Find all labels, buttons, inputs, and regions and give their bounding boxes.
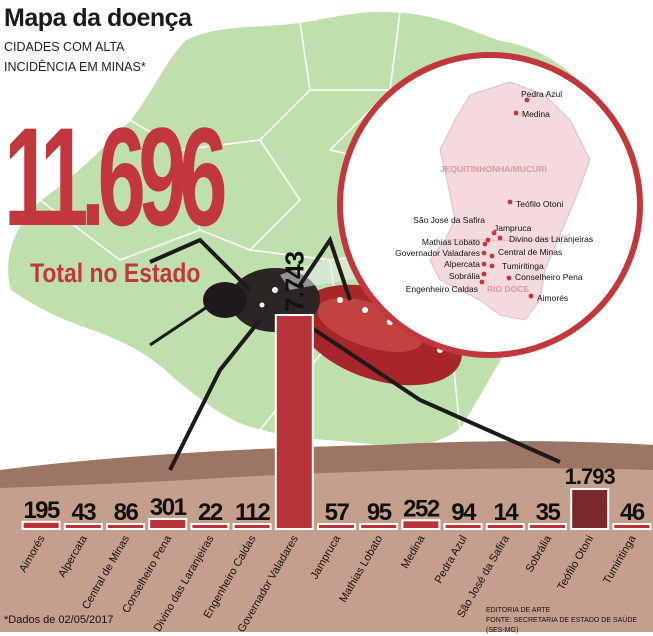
value-label: 43: [71, 499, 96, 526]
value-label: 7.743: [279, 251, 309, 312]
value-label: 94: [451, 499, 477, 526]
page-subtitle: CIDADES COM ALTA INCIDÊNCIA EM MINAS*: [4, 37, 174, 77]
value-label: 95: [367, 499, 392, 526]
city-dot: [485, 237, 491, 243]
city-dot: [481, 271, 487, 277]
subtitle-line-1: CIDADES COM ALTA: [4, 40, 125, 54]
bar: [445, 525, 481, 528]
inset-region-border: [444, 234, 571, 242]
city-dot: [481, 250, 487, 256]
city-label: Tumiritinga: [502, 261, 544, 271]
city-dot: [479, 279, 485, 285]
bar: [108, 525, 143, 528]
bar: [276, 316, 312, 528]
city-dot: [513, 110, 519, 116]
credit-line-2: FONTE: SECRETARIA DE ESTADO DE SAÚDE (SE…: [486, 617, 638, 634]
data-date-note: *Dados de 02/05/2017: [4, 614, 114, 626]
total-value: 11.696: [4, 98, 228, 255]
city-dot: [489, 253, 495, 259]
bar: [65, 525, 101, 528]
city-label: Jampruca: [494, 223, 532, 233]
mosquito-head: [203, 282, 247, 318]
bar: [319, 525, 354, 528]
city-label: Aimorés: [537, 293, 568, 303]
value-label: 86: [114, 499, 139, 526]
page-title: Mapa da doença: [4, 4, 192, 32]
subtitle-line-2: INCIDÊNCIA EM MINAS*: [4, 60, 146, 74]
city-dot: [489, 263, 495, 269]
value-label: 1.793: [565, 464, 616, 489]
city-label: Medina: [522, 109, 550, 119]
value-label: 14: [493, 499, 519, 526]
city-dot: [481, 261, 487, 267]
source-credit: EDITORIA DE ARTE FONTE: SECRETARIA DE ES…: [486, 606, 653, 636]
value-label: 301: [150, 494, 187, 521]
bar: [614, 525, 650, 528]
skin-shadow: [0, 441, 653, 488]
value-label: 46: [620, 499, 645, 526]
city-dot: [482, 241, 488, 247]
region-label-rio-doce: RIO DOCE: [487, 284, 529, 294]
bar: [192, 525, 228, 528]
city-label: Conselheiro Pena: [515, 272, 583, 282]
city-label: São José da Safira: [413, 215, 485, 225]
city-dot: [524, 97, 530, 103]
bar: [572, 490, 608, 528]
value-label: 22: [198, 499, 223, 526]
value-label: 35: [536, 499, 561, 526]
city-label: Engenheiro Caldas: [406, 284, 478, 294]
value-label: 112: [235, 499, 270, 526]
bar: [150, 520, 186, 528]
city-label: Mathias Lobato: [422, 237, 480, 247]
city-label: Sobrália: [449, 271, 480, 281]
bar: [403, 521, 439, 528]
bar: [23, 522, 59, 528]
inset-city-dots: [479, 97, 534, 299]
city-dot: [507, 199, 513, 205]
value-label: 195: [23, 497, 60, 524]
bar: [530, 525, 565, 528]
total-label: Total no Estado: [30, 258, 201, 288]
city-dot: [491, 230, 497, 236]
region-label-jequitinhonha: JEQUITINHONHA/MUCURI: [440, 164, 547, 174]
city-dot: [506, 275, 512, 281]
bar: [234, 525, 270, 528]
value-label: 57: [325, 499, 350, 526]
city-label: Pedra Azul: [521, 89, 562, 99]
value-label: 252: [403, 495, 440, 522]
city-label: Divino das Laranjeiras: [509, 234, 593, 244]
city-label: Governador Valadares: [395, 248, 480, 258]
mosquito-proboscis: [149, 303, 211, 347]
bar: [487, 525, 523, 528]
city-label: Alpercata: [444, 259, 480, 269]
inset-city-labels: Pedra Azul Medina Teófilo Otoni São José da…: [395, 89, 593, 303]
bar: [361, 525, 397, 528]
city-dot: [497, 235, 503, 241]
city-label: Teófilo Otoni: [516, 199, 563, 209]
city-label: Central de Minas: [498, 247, 562, 257]
credit-line-1: EDITORIA DE ARTE: [486, 607, 551, 614]
city-dot: [528, 293, 534, 299]
skin-surface: [0, 441, 653, 632]
